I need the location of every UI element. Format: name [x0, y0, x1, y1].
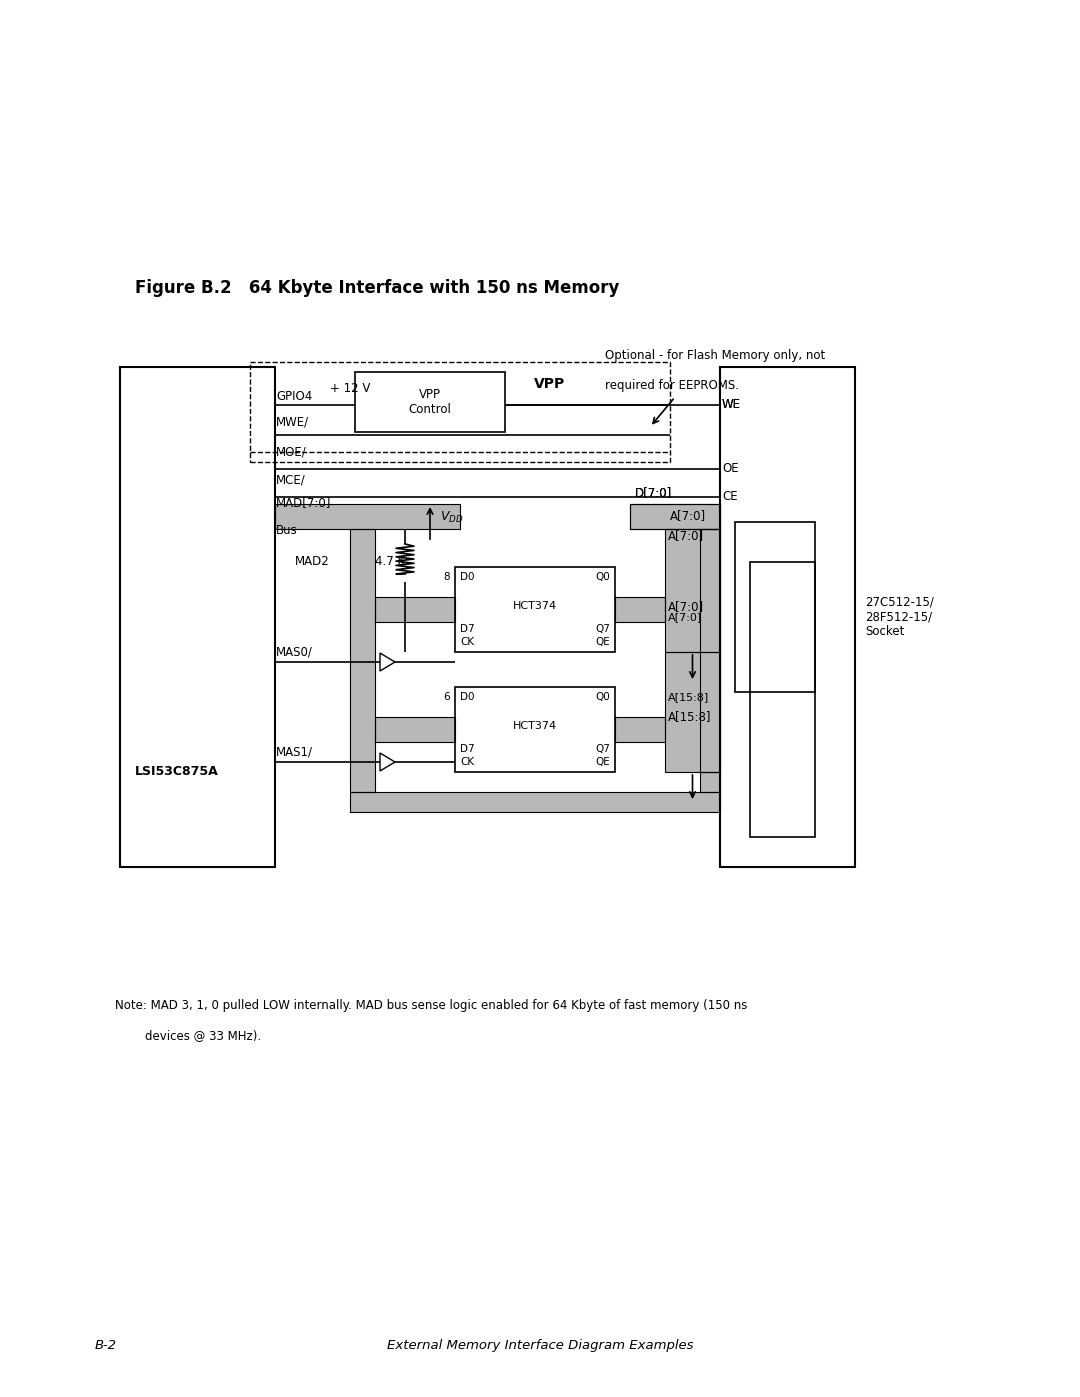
Text: A[7:0]: A[7:0]	[669, 612, 702, 622]
Bar	[615, 717, 665, 742]
Bar	[630, 504, 720, 529]
Bar	[700, 529, 720, 773]
Bar	[375, 597, 455, 622]
Bar	[700, 529, 720, 773]
Text: MWE/: MWE/	[276, 416, 309, 429]
Text: CE: CE	[723, 490, 738, 503]
Bar	[455, 687, 615, 773]
Text: D7: D7	[460, 745, 474, 754]
Text: Q7: Q7	[595, 745, 610, 754]
Text: CK: CK	[460, 757, 474, 767]
Text: Q7: Q7	[595, 624, 610, 634]
Text: WE: WE	[723, 398, 741, 412]
Polygon shape	[380, 652, 395, 671]
Bar	[630, 504, 720, 529]
Text: D0: D0	[460, 692, 474, 703]
Bar	[249, 362, 670, 462]
Text: QE: QE	[595, 757, 610, 767]
Text: QE: QE	[595, 637, 610, 647]
Text: 4.7 K: 4.7 K	[375, 556, 405, 569]
Text: A[7:0]: A[7:0]	[670, 509, 706, 522]
Text: HCT374: HCT374	[513, 602, 557, 612]
Text: HCT374: HCT374	[513, 721, 557, 732]
Bar	[615, 717, 665, 742]
Text: 6: 6	[444, 692, 450, 703]
Text: MCE/: MCE/	[276, 474, 306, 488]
Bar	[120, 367, 275, 868]
Text: D[7:0]: D[7:0]	[635, 486, 672, 499]
Text: Q0: Q0	[595, 692, 610, 703]
Bar	[375, 717, 455, 742]
Bar	[630, 504, 720, 529]
Text: LSI53C875A: LSI53C875A	[135, 766, 219, 778]
Text: External Memory Interface Diagram Examples: External Memory Interface Diagram Exampl…	[387, 1338, 693, 1352]
Bar	[375, 597, 455, 622]
Bar	[615, 597, 665, 622]
Bar	[665, 652, 720, 773]
Text: 8: 8	[444, 571, 450, 583]
Bar	[615, 597, 665, 622]
Bar	[700, 773, 720, 792]
Text: MOE/: MOE/	[276, 446, 307, 460]
Text: D[7:0]: D[7:0]	[635, 486, 672, 499]
Text: Bus: Bus	[276, 524, 298, 536]
Text: MAD2: MAD2	[295, 556, 329, 569]
Bar	[375, 717, 455, 742]
Text: required for EEPROMS.: required for EEPROMS.	[605, 379, 739, 393]
Bar	[630, 504, 720, 529]
Text: + 12 V: + 12 V	[330, 381, 370, 395]
Bar	[275, 504, 460, 529]
Text: Figure B.2   64 Kbyte Interface with 150 ns Memory: Figure B.2 64 Kbyte Interface with 150 n…	[135, 279, 619, 298]
Text: D0: D0	[460, 571, 474, 583]
Bar	[665, 529, 720, 652]
Bar	[350, 529, 375, 792]
Bar	[355, 372, 505, 432]
Text: OE: OE	[723, 462, 739, 475]
Bar	[350, 792, 720, 812]
Bar	[350, 529, 375, 792]
Bar	[665, 529, 720, 652]
Bar	[750, 562, 815, 837]
Text: MAD[7:0]: MAD[7:0]	[276, 496, 332, 509]
Text: 27C512-15/
28F512-15/
Socket: 27C512-15/ 28F512-15/ Socket	[865, 595, 934, 638]
Text: A[15:8]: A[15:8]	[669, 692, 710, 703]
Text: B-2: B-2	[95, 1338, 117, 1352]
Text: $V_{DD}$: $V_{DD}$	[440, 510, 463, 524]
Text: MAS0/: MAS0/	[276, 645, 313, 658]
Text: A[7:0]: A[7:0]	[669, 529, 704, 542]
Text: Note: MAD 3, 1, 0 pulled LOW internally. MAD bus sense logic enabled for 64 Kbyt: Note: MAD 3, 1, 0 pulled LOW internally.…	[114, 999, 747, 1011]
Text: VPP: VPP	[535, 377, 566, 391]
Bar	[720, 367, 855, 868]
Text: MAS1/: MAS1/	[276, 746, 313, 759]
Text: Q0: Q0	[595, 571, 610, 583]
Text: VPP
Control: VPP Control	[408, 388, 451, 416]
Bar	[700, 773, 720, 792]
Bar	[455, 567, 615, 652]
Text: devices @ 33 MHz).: devices @ 33 MHz).	[114, 1030, 261, 1042]
Polygon shape	[380, 753, 395, 771]
Text: D7: D7	[460, 624, 474, 634]
Bar	[735, 522, 815, 692]
Bar	[665, 652, 720, 773]
Text: WE: WE	[723, 398, 741, 412]
Bar	[350, 792, 720, 812]
Bar	[275, 504, 460, 529]
Text: Optional - for Flash Memory only, not: Optional - for Flash Memory only, not	[605, 349, 825, 362]
Text: A[7:0]: A[7:0]	[669, 601, 704, 613]
Text: CK: CK	[460, 637, 474, 647]
Text: A[15:8]: A[15:8]	[669, 711, 712, 724]
Text: GPIO4: GPIO4	[276, 390, 312, 402]
